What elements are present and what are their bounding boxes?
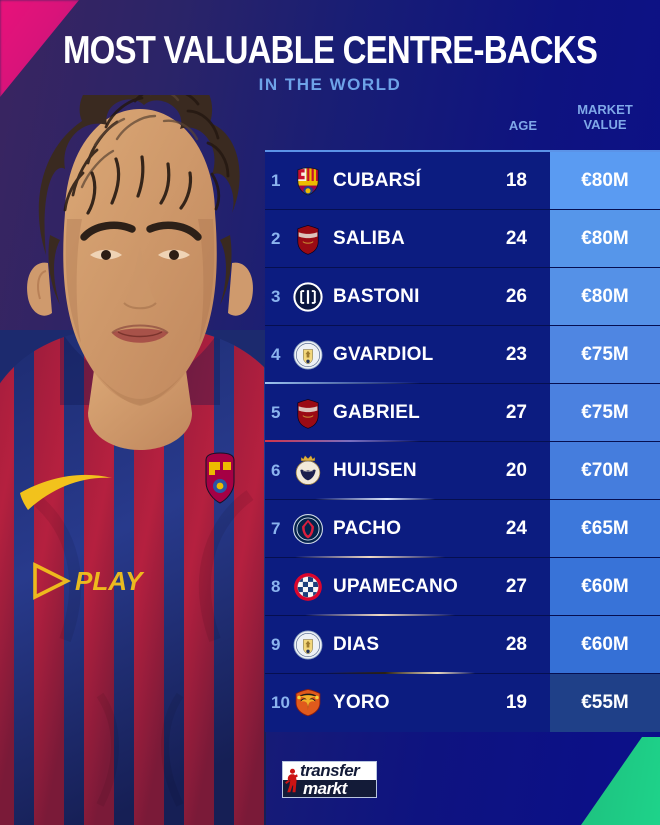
- svg-text:PLAY: PLAY: [75, 566, 145, 596]
